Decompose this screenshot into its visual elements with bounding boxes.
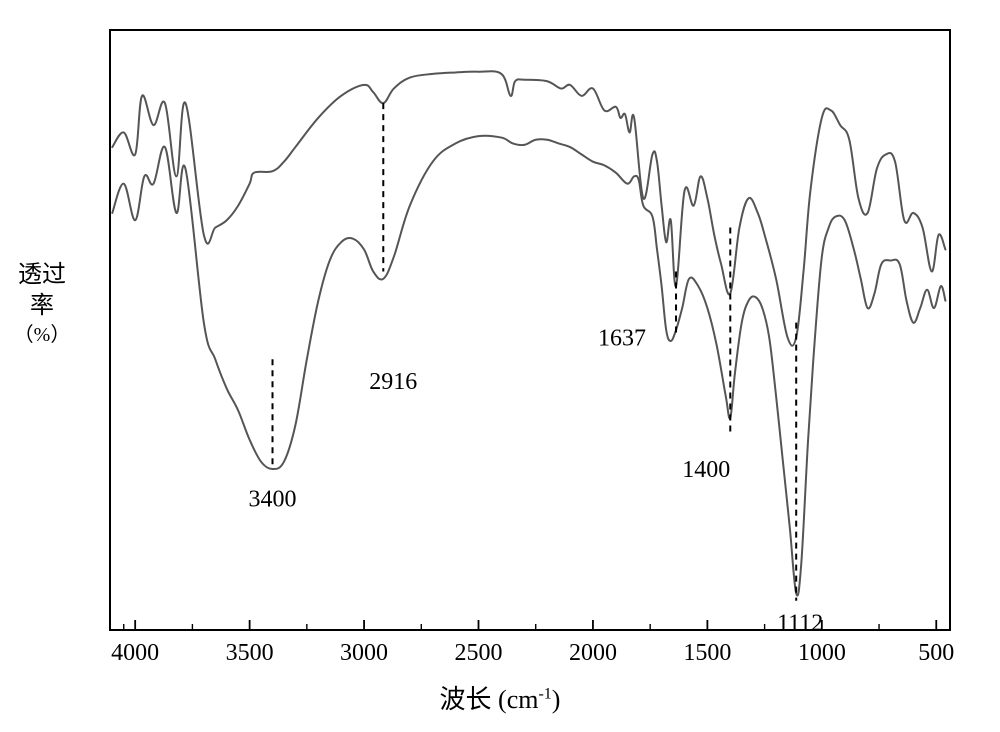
y-axis-label: 透过 率 （%） (12, 260, 72, 348)
x-tick-label: 2000 (569, 640, 617, 666)
chart-bg (0, 0, 1000, 732)
y-axis-label-l2: 率 (12, 291, 72, 322)
x-axis-label-text: 波长 (cm (440, 685, 539, 714)
x-tick-label: 3000 (340, 640, 388, 666)
peak-label-2916: 2916 (369, 369, 417, 395)
peak-label-1112: 1112 (777, 611, 823, 637)
x-tick-label: 3500 (226, 640, 274, 666)
y-axis-label-unit: （%） (12, 322, 72, 348)
chart-container: 4000 3500 3000 2500 2000 1500 1000 500 3400 2916 1… (0, 0, 1000, 732)
x-tick-label: 2500 (455, 640, 503, 666)
y-axis-label-l1: 透过 (12, 260, 72, 291)
x-axis-label: 波长 (cm-1) (0, 679, 1000, 716)
x-axis-label-sup: -1 (538, 685, 551, 702)
x-tick-label: 4000 (111, 640, 159, 666)
peak-label-1637: 1637 (598, 325, 646, 351)
peak-label-1400: 1400 (682, 457, 730, 483)
peak-label-3400: 3400 (249, 486, 297, 512)
x-tick-label: 1500 (683, 640, 731, 666)
x-tick-label: 1000 (798, 640, 846, 666)
x-tick-label: 500 (918, 640, 954, 666)
x-axis-label-tail: ) (552, 685, 561, 714)
ir-spectrum-chart: 4000 3500 3000 2500 2000 1500 1000 500 3400 2916 1… (0, 0, 1000, 732)
